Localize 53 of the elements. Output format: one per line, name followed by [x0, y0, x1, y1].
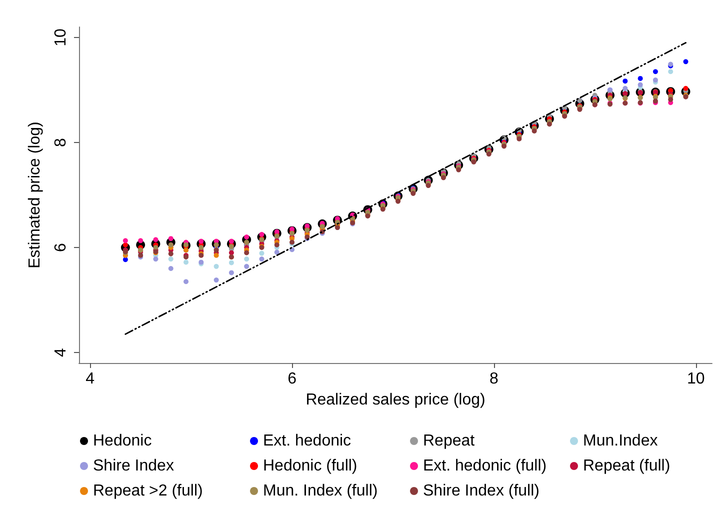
- point: [668, 96, 674, 102]
- point: [184, 279, 189, 284]
- legend-label: Shire Index: [93, 458, 174, 474]
- point: [244, 250, 250, 256]
- point: [622, 78, 628, 84]
- point: [168, 256, 174, 262]
- y-tick-label: 6: [52, 242, 70, 252]
- legend-label: Ext. hedonic: [263, 432, 352, 450]
- x-tick-label: 10: [686, 370, 705, 388]
- point: [683, 59, 688, 64]
- point: [122, 238, 128, 244]
- x-axis-title: Realized sales price (log): [306, 391, 486, 408]
- legend-label: Repeat: [423, 432, 476, 450]
- point: [274, 250, 280, 255]
- point: [214, 278, 219, 283]
- point: [122, 257, 128, 262]
- point: [153, 256, 158, 262]
- point: [244, 264, 250, 269]
- legend-label: Hedonic: [93, 432, 152, 450]
- legend-label: Hedonic (full): [263, 458, 358, 474]
- point: [652, 69, 658, 74]
- point: [138, 238, 144, 244]
- x-tick-label: 6: [288, 370, 297, 388]
- point: [274, 242, 280, 248]
- point: [259, 250, 264, 256]
- point: [214, 264, 219, 269]
- point: [228, 260, 234, 266]
- y-tick-label: 8: [52, 138, 70, 147]
- point: [168, 236, 174, 242]
- y-tick-label: 10: [52, 28, 70, 46]
- y-axis-title: Estimated price (log): [26, 122, 44, 268]
- point: [622, 86, 628, 91]
- point: [168, 251, 174, 256]
- point: [683, 86, 688, 91]
- legend-label: Mun. Index (full): [263, 482, 378, 500]
- x-tick-label: 8: [489, 370, 498, 388]
- point: [638, 76, 643, 81]
- y-tick-label: 4: [52, 348, 70, 357]
- legend-label: Ext. hedonic (full): [423, 458, 547, 474]
- x-tick-label: 4: [86, 370, 95, 388]
- legend-label: Shire Index (full): [423, 482, 540, 500]
- point: [214, 252, 219, 258]
- point: [668, 69, 674, 74]
- point: [168, 266, 174, 271]
- point: [259, 256, 264, 262]
- point: [153, 237, 158, 242]
- point: [184, 260, 189, 265]
- point: [638, 82, 643, 88]
- point: [244, 256, 250, 262]
- legend-label: Mun.Index: [583, 432, 658, 450]
- legend-label: Repeat >2 (full): [93, 482, 203, 500]
- point: [228, 270, 234, 276]
- legend-label: Repeat (full): [583, 458, 670, 474]
